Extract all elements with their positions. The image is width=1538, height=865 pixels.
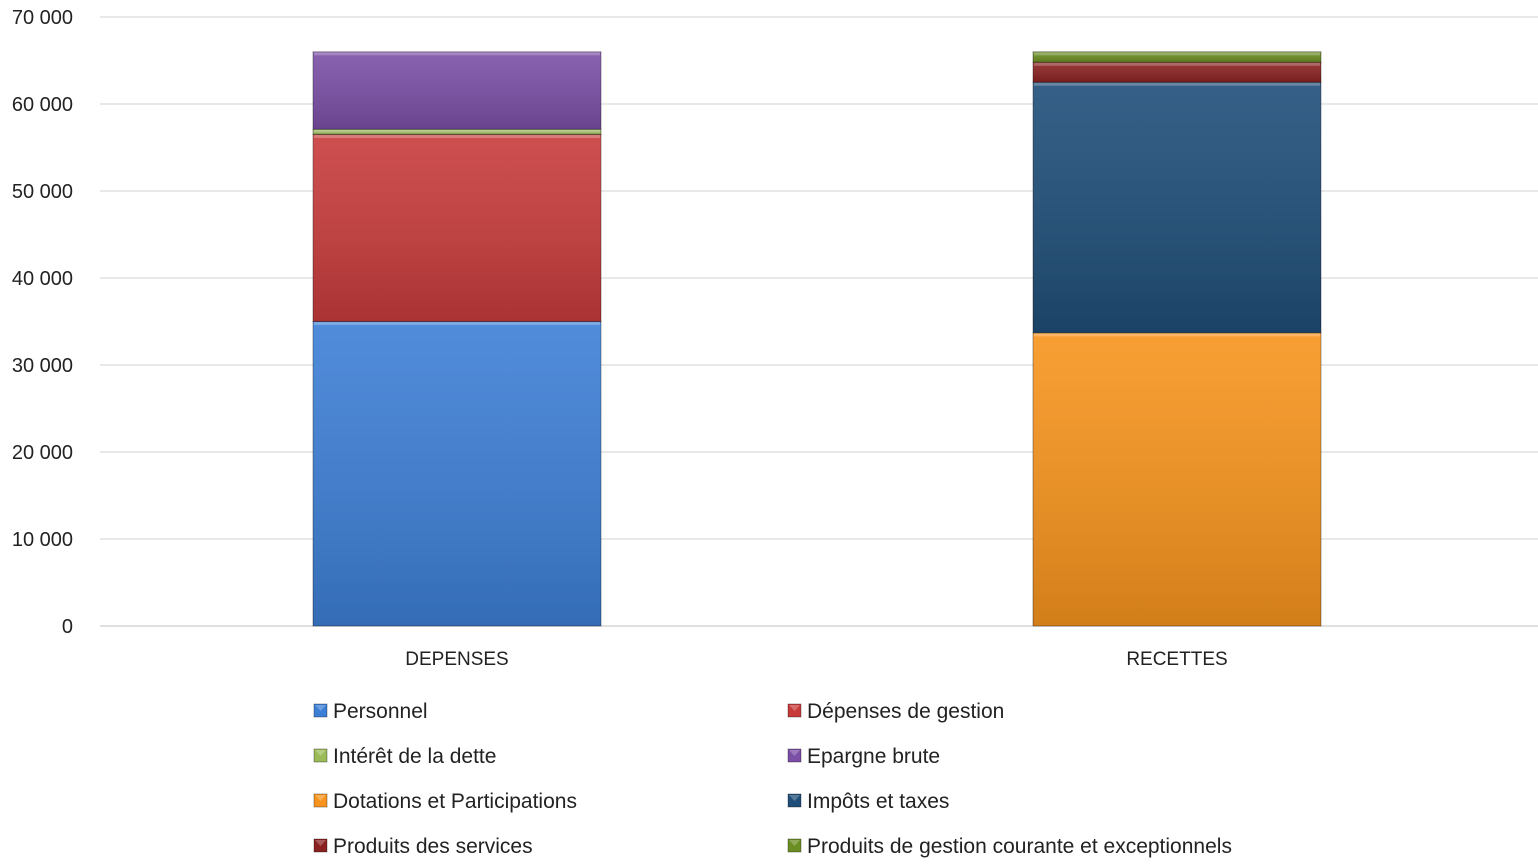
bar-segment-shade — [1033, 332, 1321, 626]
legend-swatch — [313, 748, 328, 763]
legend-swatch-bevel — [789, 705, 800, 711]
bar-stack-recettes — [1032, 51, 1322, 627]
legend-item-personnel: Personnel — [313, 700, 428, 723]
legend-item-produits-de-gestion-courante-et-exceptionnels: Produits de gestion courante et exceptio… — [787, 835, 1232, 858]
legend-swatch — [313, 838, 328, 853]
legend-item-impots-et-taxes: Impôts et taxes — [787, 790, 949, 813]
y-tick-label: 70 000 — [12, 7, 73, 29]
legend-swatch-bevel — [789, 840, 800, 846]
legend-swatch-bevel — [315, 705, 326, 711]
legend-swatch-bevel — [789, 795, 800, 801]
bar-segment-shade — [313, 51, 601, 130]
y-tick-label: 60 000 — [12, 94, 73, 116]
legend-swatch-bevel — [789, 750, 800, 756]
y-tick-label: 20 000 — [12, 442, 73, 464]
legend: Personnel Dépenses de gestion Intérêt de l… — [313, 700, 1232, 858]
legend-item-interet-de-la-dette: Intérêt de la dette — [313, 745, 496, 768]
legend-item-dotations-et-participations: Dotations et Participations — [313, 790, 577, 813]
legend-item-epargne-brute: Epargne brute — [787, 745, 940, 768]
bar-segment-shade — [1033, 51, 1321, 63]
bar-segment-shade — [1033, 82, 1321, 333]
legend-label: Dépenses de gestion — [807, 700, 1004, 723]
legend-label: Dotations et Participations — [333, 790, 577, 813]
x-axis-category-labels: DEPENSES RECETTES — [405, 649, 1227, 670]
bar-stacks — [312, 51, 1322, 627]
y-tick-label: 40 000 — [12, 268, 73, 290]
y-tick-label: 50 000 — [12, 181, 73, 203]
legend-label: Personnel — [333, 700, 428, 723]
legend-swatch — [787, 838, 802, 853]
legend-swatch-bevel — [315, 750, 326, 756]
bar-segment-shade — [1033, 62, 1321, 83]
y-tick-label: 10 000 — [12, 529, 73, 551]
legend-label: Produits des services — [333, 835, 533, 858]
bar-segment-shade — [313, 134, 601, 322]
y-tick-label: 0 — [62, 616, 73, 638]
legend-swatch — [787, 703, 802, 718]
bar-segment-shade — [313, 321, 601, 626]
legend-item-depenses-de-gestion: Dépenses de gestion — [787, 700, 1004, 723]
legend-item-produits-des-services: Produits des services — [313, 835, 533, 858]
legend-label: Epargne brute — [807, 745, 940, 768]
y-tick-label: 30 000 — [12, 355, 73, 377]
x-category-label: DEPENSES — [405, 649, 508, 670]
x-category-label: RECETTES — [1126, 649, 1227, 670]
y-axis-tick-labels: 0 10 000 20 000 30 000 40 000 50 000 60 000 70 … — [12, 7, 73, 638]
legend-swatch-bevel — [315, 795, 326, 801]
legend-swatch — [787, 748, 802, 763]
legend-label: Impôts et taxes — [807, 790, 949, 813]
legend-swatch-bevel — [315, 840, 326, 846]
legend-swatch — [313, 703, 328, 718]
legend-swatch — [787, 793, 802, 808]
legend-swatch — [313, 793, 328, 808]
legend-label: Intérêt de la dette — [333, 745, 496, 768]
legend-label: Produits de gestion courante et exceptio… — [807, 835, 1232, 858]
bar-segment-shade — [313, 129, 601, 135]
bar-stack-depenses — [312, 51, 602, 627]
